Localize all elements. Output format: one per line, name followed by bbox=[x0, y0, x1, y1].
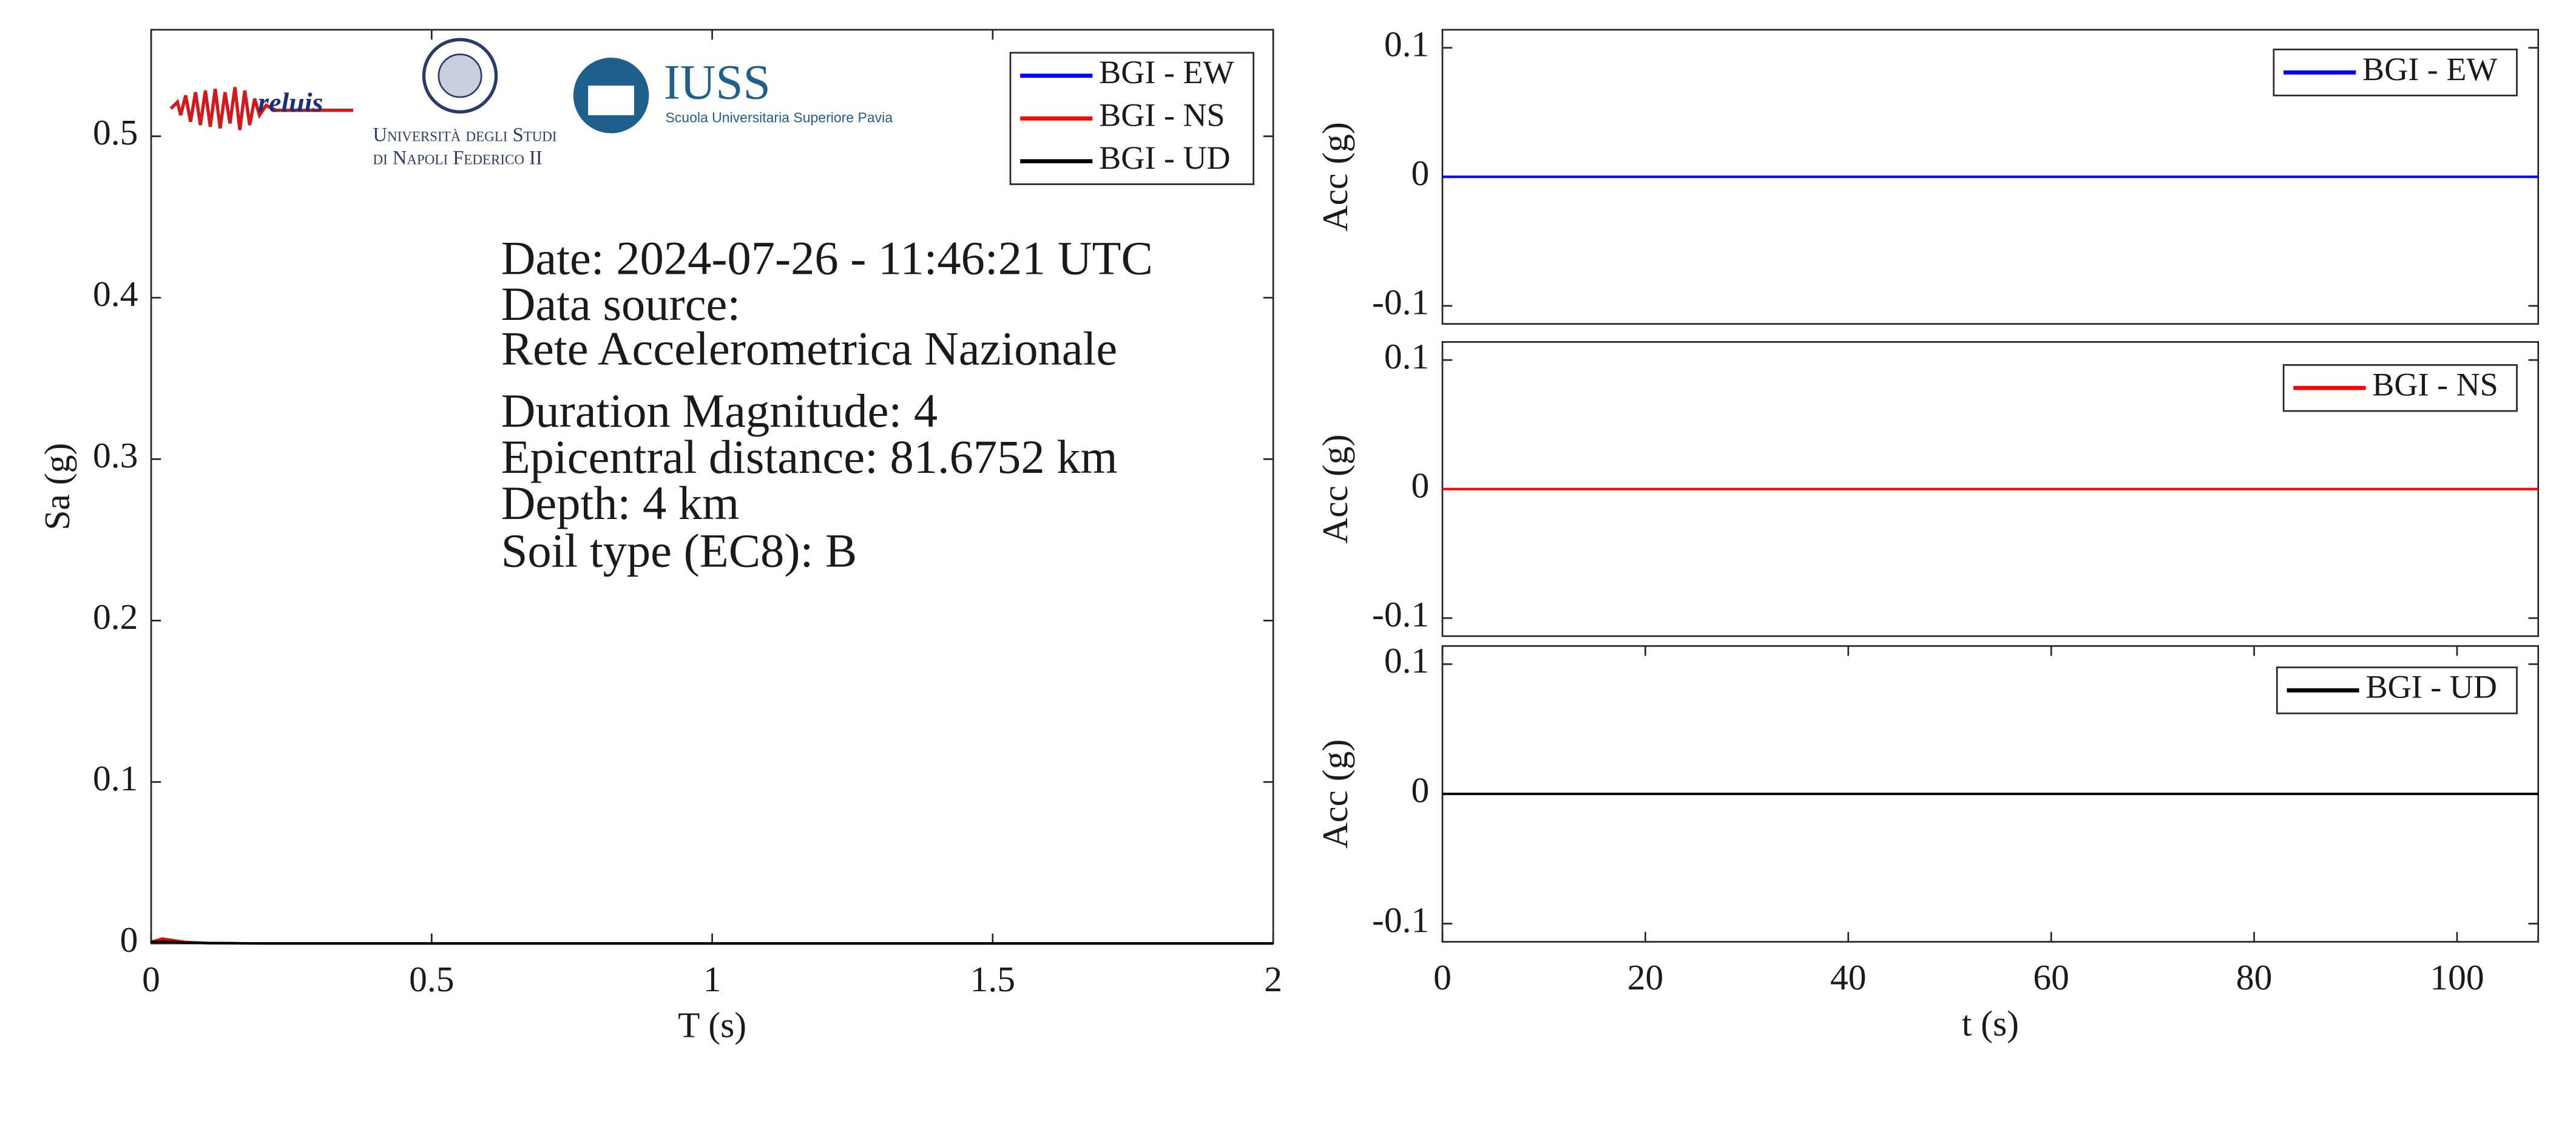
x-axis-label: T (s) bbox=[678, 1005, 746, 1045]
y-axis-label: Sa (g) bbox=[37, 443, 77, 531]
y-tick-label: 0.1 bbox=[1384, 336, 1429, 376]
reluis-logo: reluis bbox=[258, 87, 323, 118]
iuss-logo: IUSS bbox=[664, 55, 771, 109]
legend-label: BGI - EW bbox=[1099, 54, 1234, 90]
annotation: Data source: bbox=[501, 277, 741, 330]
legend-label: BGI - EW bbox=[2362, 51, 2497, 87]
x-tick-label: 0.5 bbox=[409, 959, 454, 999]
annotation: Epicentral distance: 81.6752 km bbox=[501, 430, 1118, 483]
y-tick-label: 0 bbox=[1411, 770, 1430, 810]
series-line bbox=[151, 940, 1274, 945]
annotation: Rete Accelerometrica Nazionale bbox=[501, 322, 1118, 375]
x-tick-label: 1.5 bbox=[970, 959, 1015, 999]
annotation: Date: 2024-07-26 - 11:46:21 UTC bbox=[501, 231, 1153, 284]
annotation: Depth: 4 km bbox=[501, 477, 739, 529]
legend-box bbox=[2276, 666, 2518, 714]
x-tick-label: 100 bbox=[2430, 957, 2484, 997]
x-tick-label: 20 bbox=[1628, 957, 1664, 997]
legend-label: BGI - NS bbox=[2372, 367, 2498, 403]
unina-seal-inner bbox=[438, 53, 482, 98]
y-tick-label: 0.4 bbox=[93, 274, 138, 314]
y-tick-label: 0 bbox=[120, 920, 138, 960]
y-tick-label: -0.1 bbox=[1372, 900, 1429, 940]
annotation: Duration Magnitude: 4 bbox=[501, 384, 938, 437]
x-tick-label: 80 bbox=[2236, 957, 2273, 997]
y-axis-label: Acc (g) bbox=[1315, 739, 1355, 849]
legend-label: BGI - UD bbox=[1099, 140, 1230, 176]
y-tick-label: 0.1 bbox=[93, 758, 138, 798]
iuss-building bbox=[588, 86, 635, 115]
y-tick-label: 0.5 bbox=[93, 112, 138, 152]
unina-line: di Napoli Federico II bbox=[373, 147, 543, 169]
y-tick-label: 0.1 bbox=[1384, 640, 1429, 680]
x-tick-label: 60 bbox=[2033, 957, 2069, 997]
y-tick-label: 0.2 bbox=[93, 597, 138, 637]
x-tick-label: 1 bbox=[703, 959, 722, 999]
annotation: Soil type (EC8): B bbox=[501, 524, 857, 577]
x-tick-label: 40 bbox=[1830, 957, 1867, 997]
legend-label: BGI - NS bbox=[1099, 97, 1225, 134]
unina-line: Università degli Studi bbox=[373, 124, 557, 146]
y-tick-label: 0.3 bbox=[93, 435, 138, 475]
legend-label: BGI - UD bbox=[2365, 669, 2497, 705]
y-tick-label: -0.1 bbox=[1372, 282, 1429, 322]
y-tick-label: -0.1 bbox=[1372, 594, 1429, 634]
x-axis-label: t (s) bbox=[1962, 1003, 2019, 1043]
seismogram-logo bbox=[169, 87, 354, 131]
x-tick-label: 0 bbox=[1433, 957, 1452, 997]
y-axis-label: Acc (g) bbox=[1315, 122, 1355, 231]
y-tick-label: 0 bbox=[1411, 153, 1430, 193]
logos: reluis Università degli Studi di Napoli … bbox=[169, 38, 893, 169]
iuss-subtitle: Scuola Universitaria Superiore Pavia bbox=[665, 109, 893, 125]
x-tick-label: 0 bbox=[142, 959, 160, 999]
y-tick-label: 0.1 bbox=[1384, 24, 1429, 64]
y-axis-label: Acc (g) bbox=[1315, 435, 1355, 544]
y-tick-label: 0 bbox=[1411, 465, 1430, 505]
x-tick-label: 2 bbox=[1264, 959, 1282, 999]
unina-seal bbox=[422, 38, 498, 114]
